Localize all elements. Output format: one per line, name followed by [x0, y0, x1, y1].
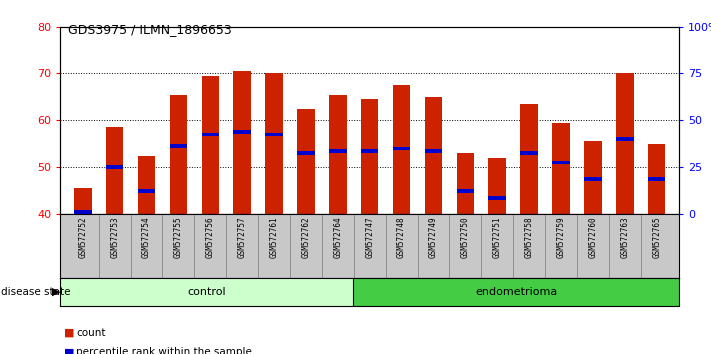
Bar [329, 95, 346, 214]
Text: percentile rank within the sample: percentile rank within the sample [76, 347, 252, 354]
Bar [552, 161, 570, 165]
Text: GSM572751: GSM572751 [493, 216, 502, 258]
Text: GSM572752: GSM572752 [78, 216, 87, 258]
Text: ■: ■ [64, 347, 75, 354]
Bar [138, 155, 155, 214]
Text: GSM572761: GSM572761 [269, 216, 279, 258]
Text: GSM572765: GSM572765 [652, 216, 661, 258]
Bar [616, 74, 634, 214]
Text: control: control [188, 287, 226, 297]
Bar [584, 177, 602, 181]
Bar [393, 85, 410, 214]
Bar [297, 109, 315, 214]
Bar [648, 144, 665, 214]
Bar [74, 210, 92, 214]
Bar [361, 149, 378, 153]
Bar [170, 144, 187, 148]
Text: GSM572754: GSM572754 [142, 216, 151, 258]
Bar [393, 147, 410, 150]
Text: GSM572747: GSM572747 [365, 216, 374, 258]
Bar [424, 97, 442, 214]
Bar [520, 104, 538, 214]
Text: GSM572762: GSM572762 [301, 216, 311, 258]
Text: GDS3975 / ILMN_1896653: GDS3975 / ILMN_1896653 [68, 23, 231, 36]
Text: GSM572758: GSM572758 [525, 216, 534, 258]
Bar [488, 158, 506, 214]
Bar [648, 177, 665, 181]
Bar [329, 149, 346, 153]
Text: GSM572756: GSM572756 [205, 216, 215, 258]
Text: ▶: ▶ [52, 287, 60, 297]
Bar [60, 278, 353, 306]
Bar [233, 71, 251, 214]
Bar [201, 132, 219, 136]
Text: ■: ■ [64, 328, 75, 338]
Bar [488, 196, 506, 200]
Text: GSM572763: GSM572763 [620, 216, 629, 258]
Bar [233, 130, 251, 134]
Bar [265, 132, 283, 136]
Bar [584, 142, 602, 214]
Bar [74, 188, 92, 214]
Bar [353, 278, 679, 306]
Text: GSM572759: GSM572759 [557, 216, 565, 258]
Bar [265, 74, 283, 214]
Bar [106, 127, 124, 214]
Text: GSM572760: GSM572760 [589, 216, 597, 258]
Bar [424, 149, 442, 153]
Bar [552, 123, 570, 214]
Bar [106, 165, 124, 169]
Bar [456, 153, 474, 214]
Bar [361, 99, 378, 214]
Bar [456, 189, 474, 193]
Text: GSM572753: GSM572753 [110, 216, 119, 258]
Bar [201, 76, 219, 214]
Bar [138, 189, 155, 193]
Text: disease state: disease state [1, 287, 70, 297]
Text: GSM572755: GSM572755 [174, 216, 183, 258]
Text: GSM572764: GSM572764 [333, 216, 342, 258]
Text: GSM572757: GSM572757 [237, 216, 247, 258]
Bar [616, 137, 634, 141]
Text: endometrioma: endometrioma [475, 287, 557, 297]
Text: count: count [76, 328, 105, 338]
Text: GSM572749: GSM572749 [429, 216, 438, 258]
Bar [520, 151, 538, 155]
Bar [297, 151, 315, 155]
Text: GSM572748: GSM572748 [397, 216, 406, 258]
Text: GSM572750: GSM572750 [461, 216, 470, 258]
Bar [170, 95, 187, 214]
